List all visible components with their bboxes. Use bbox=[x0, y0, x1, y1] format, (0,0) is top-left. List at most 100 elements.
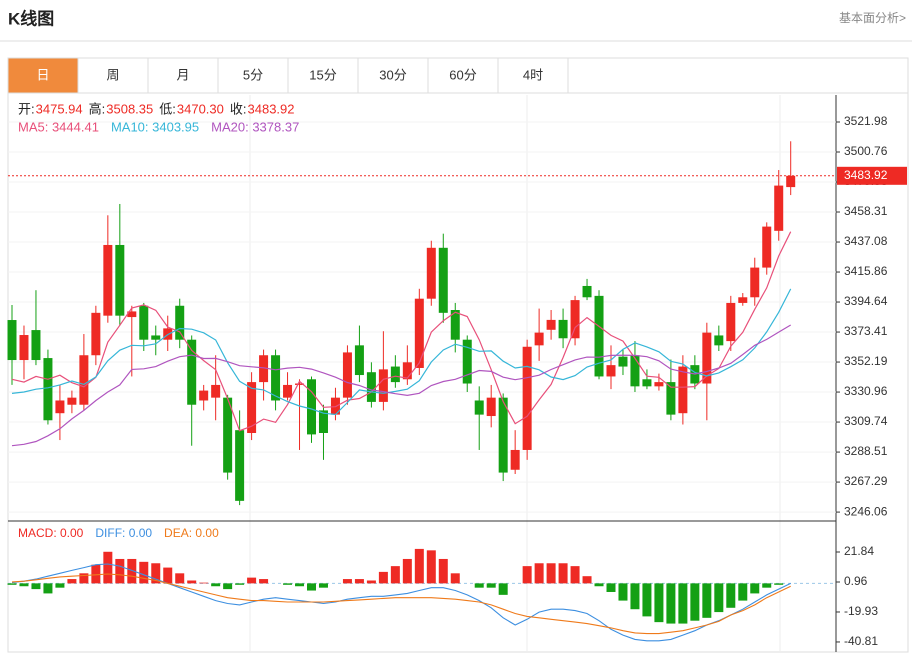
macd-bar bbox=[390, 566, 400, 584]
y-tick-label: 0.96 bbox=[844, 574, 868, 588]
last-price-box bbox=[837, 166, 907, 185]
macd-bar bbox=[702, 583, 712, 618]
macd-bar bbox=[139, 561, 149, 584]
candle-body bbox=[223, 397, 233, 473]
candle-body bbox=[55, 400, 65, 414]
tab-label[interactable]: 15分 bbox=[309, 67, 336, 82]
macd-bar bbox=[774, 583, 784, 585]
macd-bar bbox=[546, 563, 556, 584]
candle-body bbox=[714, 335, 724, 346]
candle-body bbox=[570, 300, 580, 339]
candle-body bbox=[498, 397, 508, 473]
y-tick-label: 3373.41 bbox=[844, 324, 888, 338]
candle-body bbox=[654, 382, 664, 387]
macd-bar bbox=[259, 579, 269, 584]
macd-bar bbox=[307, 583, 316, 591]
macd-bar bbox=[199, 582, 209, 584]
candle-body bbox=[534, 332, 544, 346]
macd-bar bbox=[79, 573, 89, 584]
macd-bar bbox=[558, 563, 568, 584]
macd-bar bbox=[115, 558, 125, 584]
candle-body bbox=[522, 346, 532, 450]
candle-body bbox=[726, 302, 736, 342]
tab-label[interactable]: 60分 bbox=[449, 67, 476, 82]
macd-bar bbox=[642, 583, 652, 617]
macd-bar bbox=[318, 583, 328, 588]
candle-body bbox=[702, 332, 712, 384]
candle-body bbox=[750, 267, 760, 298]
candle-body bbox=[774, 185, 784, 231]
ohlc-label: 收: bbox=[230, 101, 247, 116]
macd-bar bbox=[630, 583, 640, 610]
macd-bar bbox=[534, 563, 544, 584]
candle-body bbox=[79, 355, 89, 405]
tab-label[interactable]: 周 bbox=[106, 67, 119, 82]
candle-body bbox=[307, 379, 316, 435]
candle-body bbox=[67, 397, 77, 405]
ohlc-label: 高: bbox=[89, 101, 106, 116]
macd-bar bbox=[426, 550, 436, 584]
candle-body bbox=[378, 369, 388, 402]
macd-bar bbox=[103, 551, 113, 584]
macd-bar bbox=[738, 583, 748, 601]
macd-bar bbox=[67, 579, 77, 584]
candle-body bbox=[606, 365, 616, 377]
macd-bar bbox=[750, 583, 760, 594]
candle-body bbox=[414, 298, 424, 368]
candle-body bbox=[318, 410, 328, 433]
macd-bar bbox=[283, 583, 293, 585]
tab-label[interactable]: 5分 bbox=[243, 67, 263, 82]
tab[interactable] bbox=[287, 57, 359, 94]
candle-body bbox=[546, 319, 556, 330]
macd-bar bbox=[690, 583, 700, 621]
legend-entry: MA20: 3378.37 bbox=[211, 119, 299, 134]
candle-body bbox=[510, 449, 520, 470]
y-tick-label: 3458.31 bbox=[844, 204, 888, 218]
candle-body bbox=[7, 320, 17, 361]
candle-body bbox=[426, 247, 436, 299]
y-tick-label: 21.84 bbox=[844, 544, 874, 558]
y-tick-label: 3267.29 bbox=[844, 474, 888, 488]
candle-body bbox=[211, 384, 221, 398]
macd-bar bbox=[55, 583, 65, 588]
candle-body bbox=[187, 339, 197, 405]
legend-entry: MA10: 3403.95 bbox=[111, 119, 199, 134]
candle-body bbox=[283, 384, 293, 398]
candle-body bbox=[438, 247, 448, 313]
ohlc-value: 3483.92 bbox=[248, 101, 295, 116]
chart-frame bbox=[7, 92, 909, 653]
candle-body bbox=[139, 305, 149, 340]
candle-body bbox=[642, 379, 652, 387]
macd-bar bbox=[618, 583, 628, 601]
candle-body bbox=[235, 430, 245, 501]
tab-label[interactable]: 30分 bbox=[379, 67, 406, 82]
y-tick-label: 3352.19 bbox=[844, 354, 888, 368]
candle-body bbox=[91, 312, 101, 356]
macd-bar bbox=[762, 583, 772, 588]
macd-bar bbox=[570, 566, 580, 584]
tab-label[interactable]: 4时 bbox=[523, 67, 543, 82]
tab-label[interactable]: 月 bbox=[176, 67, 189, 82]
y-tick-label: 3309.74 bbox=[844, 414, 888, 428]
candle-body bbox=[151, 335, 161, 340]
tab-label[interactable]: 日 bbox=[36, 67, 49, 82]
y-tick-label: -19.93 bbox=[844, 604, 878, 618]
candle-body bbox=[390, 366, 400, 383]
tab[interactable] bbox=[497, 57, 569, 94]
ohlc-value: 3475.94 bbox=[36, 101, 83, 116]
y-tick-label: 3521.98 bbox=[844, 114, 888, 128]
y-tick-label: 3415.86 bbox=[844, 264, 888, 278]
macd-bar bbox=[666, 583, 676, 624]
candle-body bbox=[199, 390, 209, 401]
page-title: K线图 bbox=[8, 8, 54, 28]
macd-bar bbox=[402, 558, 412, 584]
ohlc-value: 3508.35 bbox=[106, 101, 153, 116]
y-tick-label: 3394.64 bbox=[844, 294, 888, 308]
fundamental-link[interactable]: 基本面分析> bbox=[839, 11, 906, 25]
tab[interactable] bbox=[7, 57, 79, 94]
macd-bar bbox=[354, 579, 364, 584]
candle-body bbox=[402, 362, 412, 380]
ohlc-label: 低: bbox=[159, 101, 176, 116]
candle-body bbox=[295, 383, 305, 385]
candle-body bbox=[582, 285, 592, 298]
